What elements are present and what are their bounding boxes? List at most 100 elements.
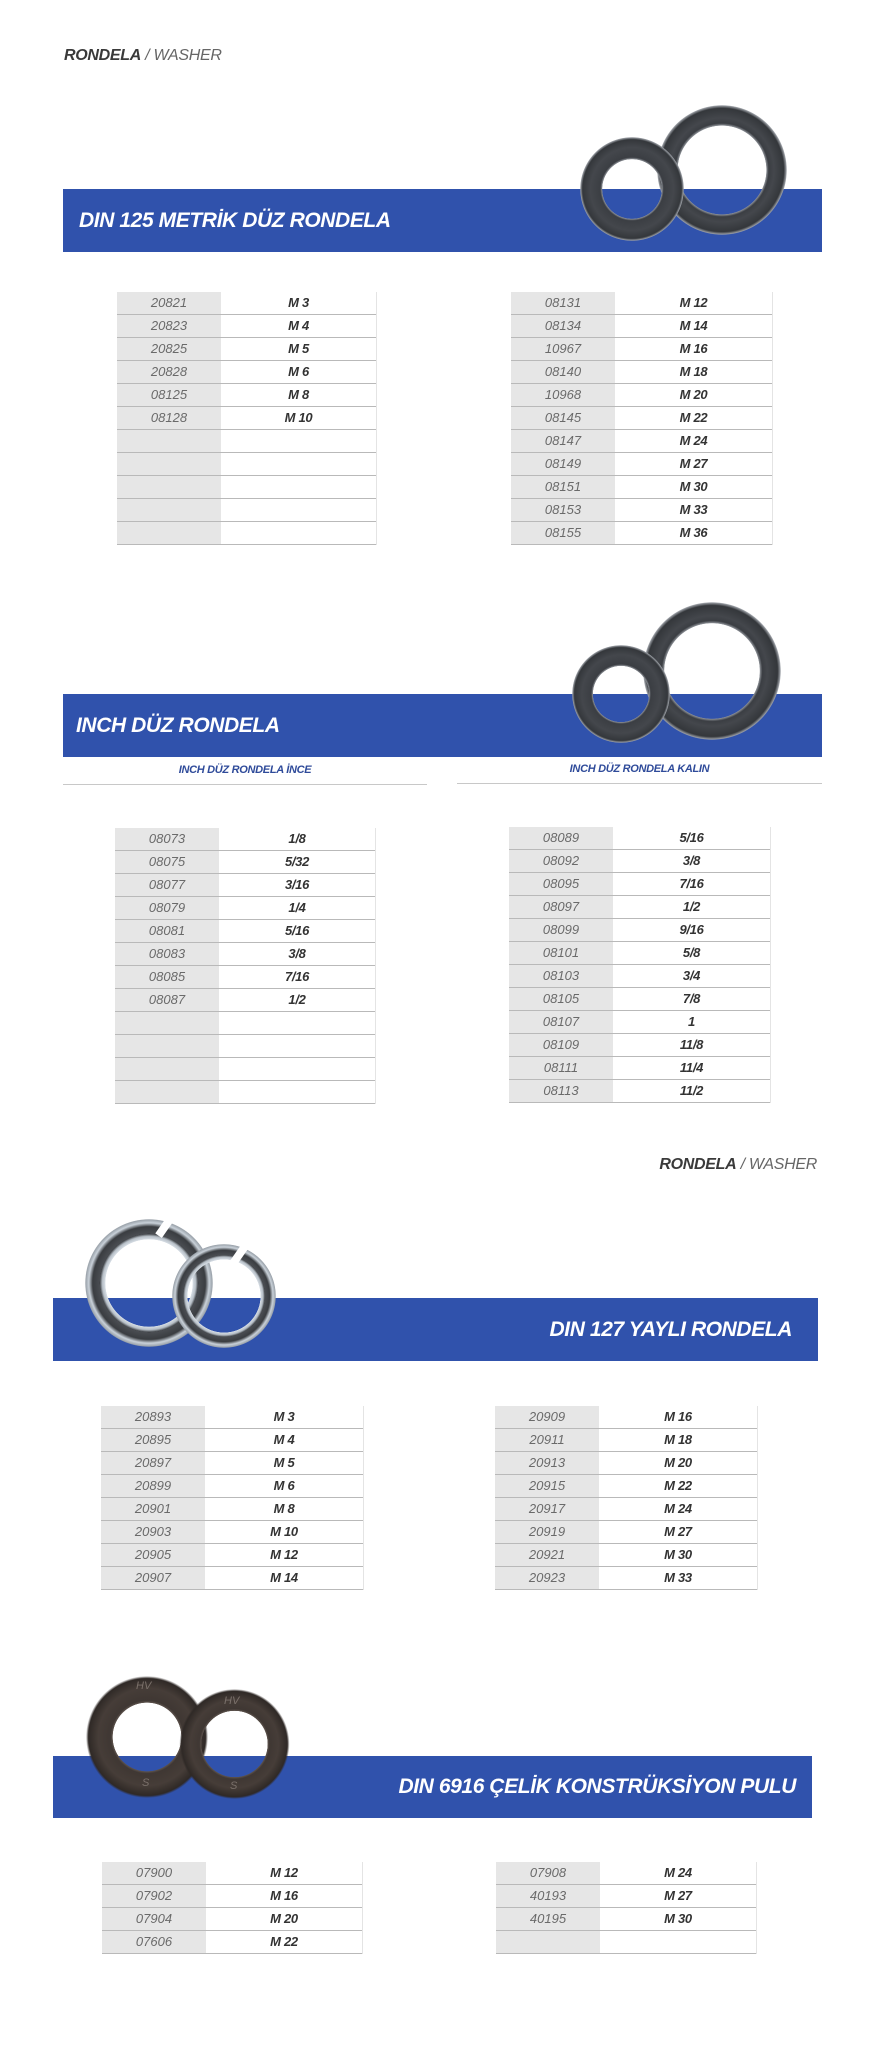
table-row: 08083 3/8 <box>115 943 375 966</box>
size-cell: M 10 <box>284 410 313 425</box>
table-row: 20915 M 22 <box>495 1475 757 1498</box>
product-code-cell: 08095 <box>509 873 613 895</box>
size-cell <box>221 430 376 452</box>
table-row: 08073 1/8 <box>115 828 375 851</box>
size-cell: M 20 <box>679 387 708 402</box>
product-code-cell: 08099 <box>509 919 613 941</box>
table-row: 08089 5/16 <box>509 827 770 850</box>
table-row: 08105 7/8 <box>509 988 770 1011</box>
size-cell: M 8 <box>273 1501 295 1516</box>
size-cell: M 12 <box>679 295 708 310</box>
size-cell <box>219 1035 375 1057</box>
table-row <box>115 1035 375 1058</box>
size-cell: 5/16 <box>679 830 704 845</box>
product-code-cell: 20915 <box>495 1475 599 1497</box>
product-code-cell: 07606 <box>102 1931 206 1953</box>
table-row: 08149 M 27 <box>511 453 772 476</box>
subheading-thin: INCH DÜZ RONDELA İNCE <box>63 764 427 785</box>
section-title: DIN 125 METRİK DÜZ RONDELA <box>79 208 391 232</box>
table-row: 08153 M 33 <box>511 499 772 522</box>
product-code-cell: 20893 <box>101 1406 205 1428</box>
product-code-cell: 20825 <box>117 338 221 360</box>
size-cell: M 4 <box>273 1432 295 1447</box>
table-row: 20921 M 30 <box>495 1544 757 1567</box>
product-code-cell <box>117 453 221 475</box>
product-code-cell: 20907 <box>101 1567 205 1589</box>
stamp-mark: HV <box>136 1680 152 1692</box>
stamp-mark: S <box>230 1780 238 1792</box>
product-code-cell: 08153 <box>511 499 615 521</box>
header-bold: RONDELA <box>64 47 142 64</box>
page-header: RONDELA / WASHER <box>64 47 222 65</box>
size-cell: 3/16 <box>284 877 310 892</box>
table-row: 08151 M 30 <box>511 476 772 499</box>
product-code-cell: 08092 <box>509 850 613 872</box>
product-code-cell: 20823 <box>117 315 221 337</box>
product-code-cell: 08128 <box>117 407 221 429</box>
size-cell: M 18 <box>664 1432 692 1447</box>
table-row: 08147 M 24 <box>511 430 772 453</box>
table-row: 20911 M 18 <box>495 1429 757 1452</box>
section-title: INCH DÜZ RONDELA <box>76 713 280 737</box>
size-cell: M 4 <box>288 318 309 333</box>
product-code-cell: 20911 <box>495 1429 599 1451</box>
table-row: 08085 7/16 <box>115 966 375 989</box>
size-cell: M 3 <box>273 1409 295 1424</box>
table-row: 08111 11/4 <box>509 1057 770 1080</box>
product-code-cell: 08155 <box>511 522 615 544</box>
product-code-cell: 20921 <box>495 1544 599 1566</box>
header-light: / WASHER <box>145 47 222 64</box>
product-code-cell: 20901 <box>101 1498 205 1520</box>
size-cell: 1/2 <box>682 899 701 914</box>
product-code-cell: 20828 <box>117 361 221 383</box>
size-cell: M 30 <box>664 1911 692 1926</box>
product-code-cell: 40195 <box>496 1908 600 1930</box>
product-code-cell: 08103 <box>509 965 613 987</box>
size-cell <box>219 1012 375 1034</box>
table-row: 20905 M 12 <box>101 1544 363 1567</box>
table-row: 08131 M 12 <box>511 292 772 315</box>
size-cell: M 33 <box>679 502 708 517</box>
size-table-right: 20909 M 16 20911 M 18 20913 M 20 20915 M 22 2091… <box>495 1406 758 1590</box>
product-code-cell: 08075 <box>115 851 219 873</box>
product-code-cell: 08083 <box>115 943 219 965</box>
product-code-cell <box>117 499 221 521</box>
table-row: 08101 5/8 <box>509 942 770 965</box>
product-code-cell: 20913 <box>495 1452 599 1474</box>
product-code-cell: 08101 <box>509 942 613 964</box>
product-code-cell <box>496 1931 600 1953</box>
product-code-cell: 07908 <box>496 1862 600 1884</box>
stamp-mark: HV <box>224 1695 240 1707</box>
table-row: 20917 M 24 <box>495 1498 757 1521</box>
table-row <box>115 1081 375 1104</box>
table-row: 08109 11/8 <box>509 1034 770 1057</box>
size-cell: M 33 <box>664 1570 692 1585</box>
table-row: 20901 M 8 <box>101 1498 363 1521</box>
size-cell: M 3 <box>288 295 309 310</box>
size-cell: 7/16 <box>679 876 704 891</box>
table-row: 40195 M 30 <box>496 1908 756 1931</box>
size-cell: M 30 <box>679 479 708 494</box>
size-cell: M 36 <box>679 525 708 540</box>
product-code-cell: 08111 <box>509 1057 613 1079</box>
size-cell: M 14 <box>270 1570 298 1585</box>
size-cell: 3/8 <box>682 853 701 868</box>
size-cell <box>219 1081 375 1103</box>
table-row: 07900 M 12 <box>102 1862 362 1885</box>
product-code-cell: 08097 <box>509 896 613 918</box>
table-row: 40193 M 27 <box>496 1885 756 1908</box>
size-cell: M 18 <box>679 364 708 379</box>
table-row <box>117 499 376 522</box>
product-code-cell: 20895 <box>101 1429 205 1451</box>
product-code-cell: 08113 <box>509 1080 613 1102</box>
product-code-cell: 08073 <box>115 828 219 850</box>
size-table-left: 20821 M 3 20823 M 4 20825 M 5 20828 M 6 08125 M 8… <box>117 292 377 545</box>
product-code-cell: 08147 <box>511 430 615 452</box>
product-code-cell: 20919 <box>495 1521 599 1543</box>
section-title: DIN 127 YAYLI RONDELA <box>549 1317 793 1341</box>
size-cell: M 6 <box>288 364 309 379</box>
product-code-cell: 08140 <box>511 361 615 383</box>
table-row: 10968 M 20 <box>511 384 772 407</box>
table-row: 08125 M 8 <box>117 384 376 407</box>
table-row: 08155 M 36 <box>511 522 772 545</box>
